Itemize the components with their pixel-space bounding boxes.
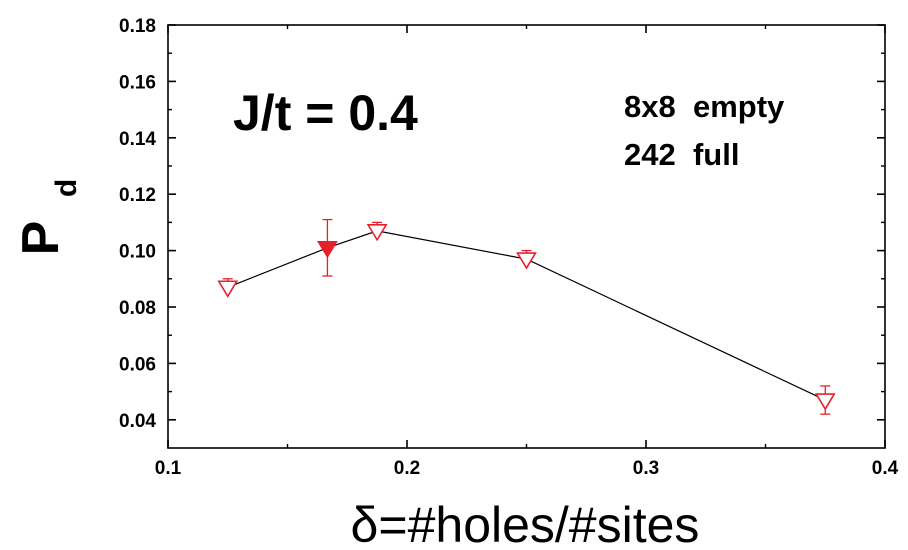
legend-line-2: 242 full — [624, 137, 739, 172]
x-tick-label-2: 0.3 — [633, 458, 659, 479]
x-tick-label-3: 0.4 — [872, 458, 899, 479]
y-tick-label-0: 0.04 — [119, 411, 156, 432]
ticks-group: 0.1 0.2 0.3 0.4 0.04 0.06 0.08 0.10 0.12 0.14 0.16… — [119, 16, 899, 479]
y-tick-label-1: 0.06 — [119, 354, 156, 375]
data-point-1 — [317, 240, 338, 259]
y-axis-label-subscript: d — [50, 179, 83, 197]
y-tick-label-5: 0.14 — [119, 129, 156, 150]
y-tick-label-4: 0.12 — [119, 185, 156, 206]
data-point-2 — [366, 224, 388, 242]
x-axis-label: δ=#holes/#sites — [351, 497, 700, 550]
x-tick-label-1: 0.2 — [394, 458, 420, 479]
legend-line-1: 8x8 empty — [624, 89, 785, 124]
data-point-4 — [814, 393, 836, 411]
parameter-annotation: J/t = 0.4 — [233, 85, 418, 141]
x-tick-label-0: 0.1 — [155, 458, 182, 479]
data-point-0 — [217, 280, 239, 298]
y-tick-label-7: 0.18 — [119, 16, 156, 37]
y-axis-label: P d — [12, 179, 83, 256]
error-bars-group — [222, 218, 831, 415]
y-axis-label-main: P — [12, 221, 70, 256]
y-tick-label-6: 0.16 — [119, 72, 156, 93]
y-tick-label-3: 0.10 — [119, 242, 156, 263]
y-tick-label-2: 0.08 — [119, 298, 156, 319]
data-point-3 — [516, 252, 537, 270]
markers-group — [217, 224, 836, 411]
